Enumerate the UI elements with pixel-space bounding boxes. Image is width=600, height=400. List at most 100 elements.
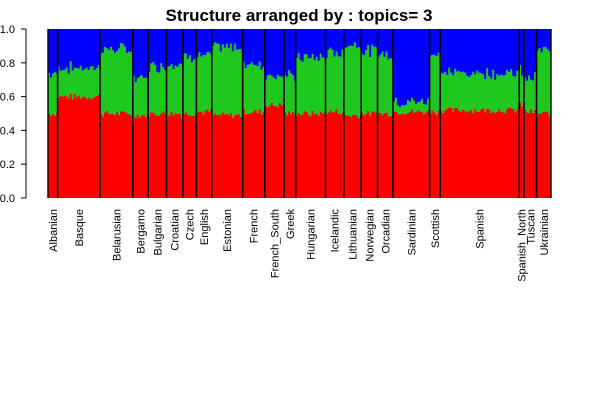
bar-segment-red — [303, 111, 307, 198]
bar-segment-green — [418, 101, 422, 112]
bar-segment-red — [410, 109, 414, 198]
bar-segment-green — [546, 49, 549, 113]
bar-segment-red — [295, 115, 299, 198]
bar-segment-blue — [321, 29, 325, 58]
bar-segment-blue — [474, 29, 477, 75]
bar-segment-green — [174, 65, 177, 113]
bar-segment-green — [343, 47, 347, 115]
bar-segment-blue — [65, 29, 69, 68]
bar-segment-red — [532, 112, 535, 198]
bar-segment-green — [142, 77, 146, 115]
bar-segment-blue — [280, 29, 284, 77]
bar-segment-red — [132, 116, 136, 198]
bar-segment-green — [502, 75, 505, 113]
bar-segment-green — [460, 72, 463, 113]
bar-segment-red — [420, 112, 424, 198]
bar-segment-blue — [480, 29, 483, 74]
bar-segment-blue — [502, 29, 505, 76]
bar-segment-green — [437, 52, 440, 111]
y-tick-label: 0.8 — [0, 58, 15, 70]
bar-segment-red — [381, 114, 384, 198]
bar-segment-green — [170, 64, 173, 112]
bar-segment-red — [486, 108, 489, 198]
bar-segment-green — [54, 72, 57, 116]
bar-segment-red — [200, 111, 203, 198]
bar-segment-red — [108, 113, 111, 198]
bar-segment-green — [130, 51, 133, 116]
bar-segment-blue — [174, 29, 177, 66]
bar-segment-red — [548, 116, 551, 198]
bar-segment-red — [244, 114, 248, 198]
bar-segment-green — [180, 63, 183, 117]
bar-segment-red — [215, 114, 219, 198]
bar-segment-red — [357, 118, 361, 198]
bar-segment-green — [219, 51, 223, 116]
bar-segment-blue — [446, 29, 449, 75]
bar-segment-blue — [278, 29, 282, 77]
bar-segment-red — [347, 115, 351, 198]
bar-segment-red — [528, 112, 531, 198]
bar-segment-green — [420, 98, 424, 113]
bar-segment-red — [182, 114, 186, 198]
category-label: Icelandic — [330, 209, 342, 253]
bar-segment-green — [268, 74, 272, 106]
bar-segment-red — [258, 109, 262, 198]
bar-segment-blue — [274, 29, 278, 80]
bar-segment-red — [266, 107, 270, 198]
bar-segment-green — [106, 48, 109, 111]
bar-segment-red — [361, 112, 364, 198]
category-label: Ukrainian — [539, 209, 551, 255]
bar-segment-red — [519, 102, 522, 198]
bar-segment-green — [492, 69, 495, 112]
bar-segment-blue — [402, 29, 406, 106]
bar-segment-red — [506, 108, 509, 198]
bar-segment-red — [414, 112, 418, 198]
bar-segment-red — [184, 112, 188, 198]
bar-segment-green — [229, 43, 233, 113]
bar-segment-blue — [246, 29, 250, 66]
bar-segment-red — [325, 114, 328, 198]
bar-segment-red — [116, 112, 119, 198]
bar-segment-red — [341, 112, 344, 198]
bar-segment-blue — [398, 29, 402, 108]
bar-segment-red — [85, 98, 89, 198]
bar-segment-green — [235, 49, 239, 115]
bar-segment-red — [331, 112, 334, 198]
bar-segment-green — [217, 44, 221, 115]
bar-segment-red — [321, 113, 325, 198]
bar-segment-red — [118, 114, 121, 198]
bar-segment-red — [460, 112, 463, 198]
bar-segment-green — [448, 67, 451, 108]
bar-segment-blue — [311, 29, 315, 55]
bar-segment-red — [474, 109, 477, 198]
bar-segment-blue — [138, 29, 142, 77]
bar-segment-red — [345, 115, 349, 198]
bar-segment-red — [400, 113, 404, 198]
bar-segment-blue — [170, 29, 173, 65]
bar-segment-blue — [188, 29, 192, 56]
category-label: Greek — [285, 209, 297, 239]
bar-segment-red — [152, 112, 155, 198]
bar-segment-green — [108, 49, 111, 114]
bar-segment-red — [239, 116, 243, 198]
bar-segment-blue — [377, 29, 380, 58]
bar-segment-green — [148, 71, 151, 117]
bar-segment-green — [416, 102, 420, 111]
y-tick-label: 0.0 — [0, 193, 15, 205]
bar-segment-green — [530, 79, 533, 110]
bar-segment-red — [93, 96, 97, 198]
bar-segment-green — [327, 49, 330, 113]
bar-segment-blue — [63, 29, 67, 70]
bar-segment-blue — [295, 29, 299, 59]
bar-segment-red — [351, 114, 355, 198]
bar-segment-blue — [260, 29, 264, 70]
bar-segment-green — [335, 51, 338, 110]
bar-segment-green — [389, 58, 392, 116]
bar-segment-red — [502, 112, 505, 198]
bar-segment-red — [408, 112, 412, 198]
bar-segment-blue — [150, 29, 153, 64]
bar-segment-green — [402, 105, 406, 115]
bar-segment-blue — [410, 29, 414, 98]
bar-segment-blue — [264, 29, 268, 80]
category-label: Croatian — [170, 209, 182, 251]
